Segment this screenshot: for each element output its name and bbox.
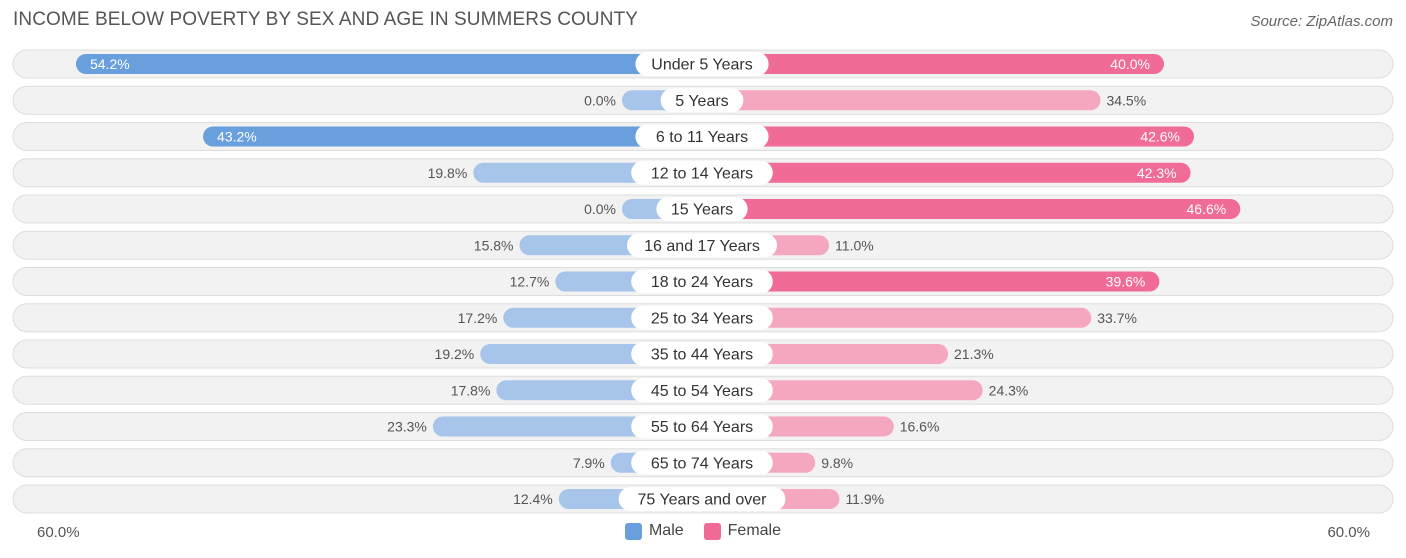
category-label: 6 to 11 Years <box>656 129 748 146</box>
bar-row: 0.0% 46.6% 15 Years <box>12 194 1394 224</box>
category-pill <box>631 450 773 475</box>
female-value-label: 42.6% <box>1140 129 1180 145</box>
bar-row: 12.4% 11.9% 75 Years and over <box>12 484 1394 514</box>
bar-male[interactable] <box>203 126 703 147</box>
female-value-label: 11.9% <box>845 491 884 507</box>
bar-row: 7.9% 9.8% 65 to 74 Years <box>12 448 1394 478</box>
male-value-label: 17.2% <box>458 310 498 326</box>
female-value-label: 9.8% <box>821 455 853 471</box>
chart-title: INCOME BELOW POVERTY BY SEX AND AGE IN S… <box>13 9 639 30</box>
category-label: 12 to 14 Years <box>651 165 753 182</box>
legend-swatch-male <box>624 522 642 540</box>
category-pill <box>631 414 773 439</box>
legend: Male Female <box>0 522 1406 540</box>
bar-row: 54.2% 40.0% Under 5 Years <box>12 49 1394 79</box>
female-value-label: 34.5% <box>1106 92 1146 108</box>
female-value-label: 40.0% <box>1110 56 1150 72</box>
bar-row: 19.8% 42.3% 12 to 14 Years <box>12 158 1394 188</box>
male-value-label: 7.9% <box>573 455 605 471</box>
bar-female[interactable] <box>702 380 983 401</box>
female-value-label: 11.0% <box>835 237 874 253</box>
legend-swatch-female <box>703 522 721 540</box>
bar-row: 43.2% 42.6% 6 to 11 Years <box>12 122 1394 151</box>
category-label: 16 and 17 Years <box>644 238 760 255</box>
male-value-label: 19.2% <box>435 346 475 362</box>
legend-label-male: Male <box>648 522 684 539</box>
axis-right-label: 60.0% <box>1327 524 1370 541</box>
bar-row: 17.2% 33.7% 25 to 34 Years <box>12 303 1394 333</box>
bar-male[interactable] <box>75 54 703 74</box>
axis-left-label: 60.0% <box>37 524 80 541</box>
category-label: 18 to 24 Years <box>651 274 753 291</box>
male-value-label: 15.8% <box>474 237 514 253</box>
category-label: 35 to 44 Years <box>651 347 753 364</box>
bar-female[interactable] <box>702 126 1195 147</box>
category-label: 55 to 64 Years <box>651 419 753 436</box>
category-pill <box>631 269 773 294</box>
bar-female[interactable] <box>702 199 1241 219</box>
male-value-label: 0.0% <box>584 92 616 108</box>
category-label: 75 Years and over <box>638 492 768 509</box>
bar-row: 0.0% 34.5% 5 Years <box>12 85 1394 115</box>
category-label: 45 to 54 Years <box>651 383 753 400</box>
female-value-label: 16.6% <box>900 419 940 435</box>
category-pill <box>635 52 769 76</box>
category-pill <box>631 378 773 403</box>
category-pill <box>660 88 744 113</box>
male-value-label: 17.8% <box>451 382 491 398</box>
category-label: 15 Years <box>671 202 733 219</box>
category-pill <box>631 305 773 330</box>
male-value-label: 0.0% <box>584 201 616 217</box>
category-label: Under 5 Years <box>651 57 752 74</box>
category-pill <box>631 342 773 366</box>
male-value-label: 23.3% <box>387 419 427 435</box>
legend-label-female: Female <box>727 522 782 539</box>
category-pill <box>635 124 769 149</box>
source-note: Source: ZipAtlas.com <box>1250 13 1393 30</box>
bar-row: 12.7% 39.6% 18 to 24 Years <box>12 267 1394 296</box>
category-label: 65 to 74 Years <box>651 455 753 472</box>
female-value-label: 46.6% <box>1187 201 1227 217</box>
bar-female[interactable] <box>702 307 1092 328</box>
male-value-label: 43.2% <box>217 129 257 145</box>
bar-row: 15.8% 11.0% 16 and 17 Years <box>12 230 1394 260</box>
female-value-label: 24.3% <box>989 382 1029 398</box>
female-value-label: 33.7% <box>1097 310 1137 326</box>
category-pill <box>618 487 786 511</box>
bar-female[interactable] <box>702 54 1164 74</box>
bar-female[interactable] <box>702 271 1160 292</box>
female-value-label: 21.3% <box>954 346 994 362</box>
category-pill <box>631 160 773 185</box>
bar-row: 19.2% 21.3% 35 to 44 Years <box>12 339 1394 369</box>
category-label: 5 Years <box>675 93 728 110</box>
bar-row: 23.3% 16.6% 55 to 64 Years <box>12 412 1394 441</box>
female-value-label: 39.6% <box>1106 274 1146 290</box>
category-pill <box>656 197 748 221</box>
bar-female[interactable] <box>702 90 1101 111</box>
legend-item-female[interactable]: Female <box>703 522 782 540</box>
category-pill <box>627 233 777 258</box>
chart-area: 54.2% 40.0% Under 5 Years 0.0% 34.5% 5 Years 4… <box>12 49 1394 514</box>
bar-female[interactable] <box>702 162 1191 183</box>
female-value-label: 42.3% <box>1137 165 1177 181</box>
male-value-label: 12.7% <box>510 274 550 290</box>
male-value-label: 12.4% <box>513 491 553 507</box>
legend-item-male[interactable]: Male <box>624 522 684 540</box>
male-value-label: 54.2% <box>90 56 130 72</box>
male-value-label: 19.8% <box>428 165 468 181</box>
bar-row: 17.8% 24.3% 45 to 54 Years <box>12 375 1394 405</box>
category-label: 25 to 34 Years <box>651 310 753 327</box>
